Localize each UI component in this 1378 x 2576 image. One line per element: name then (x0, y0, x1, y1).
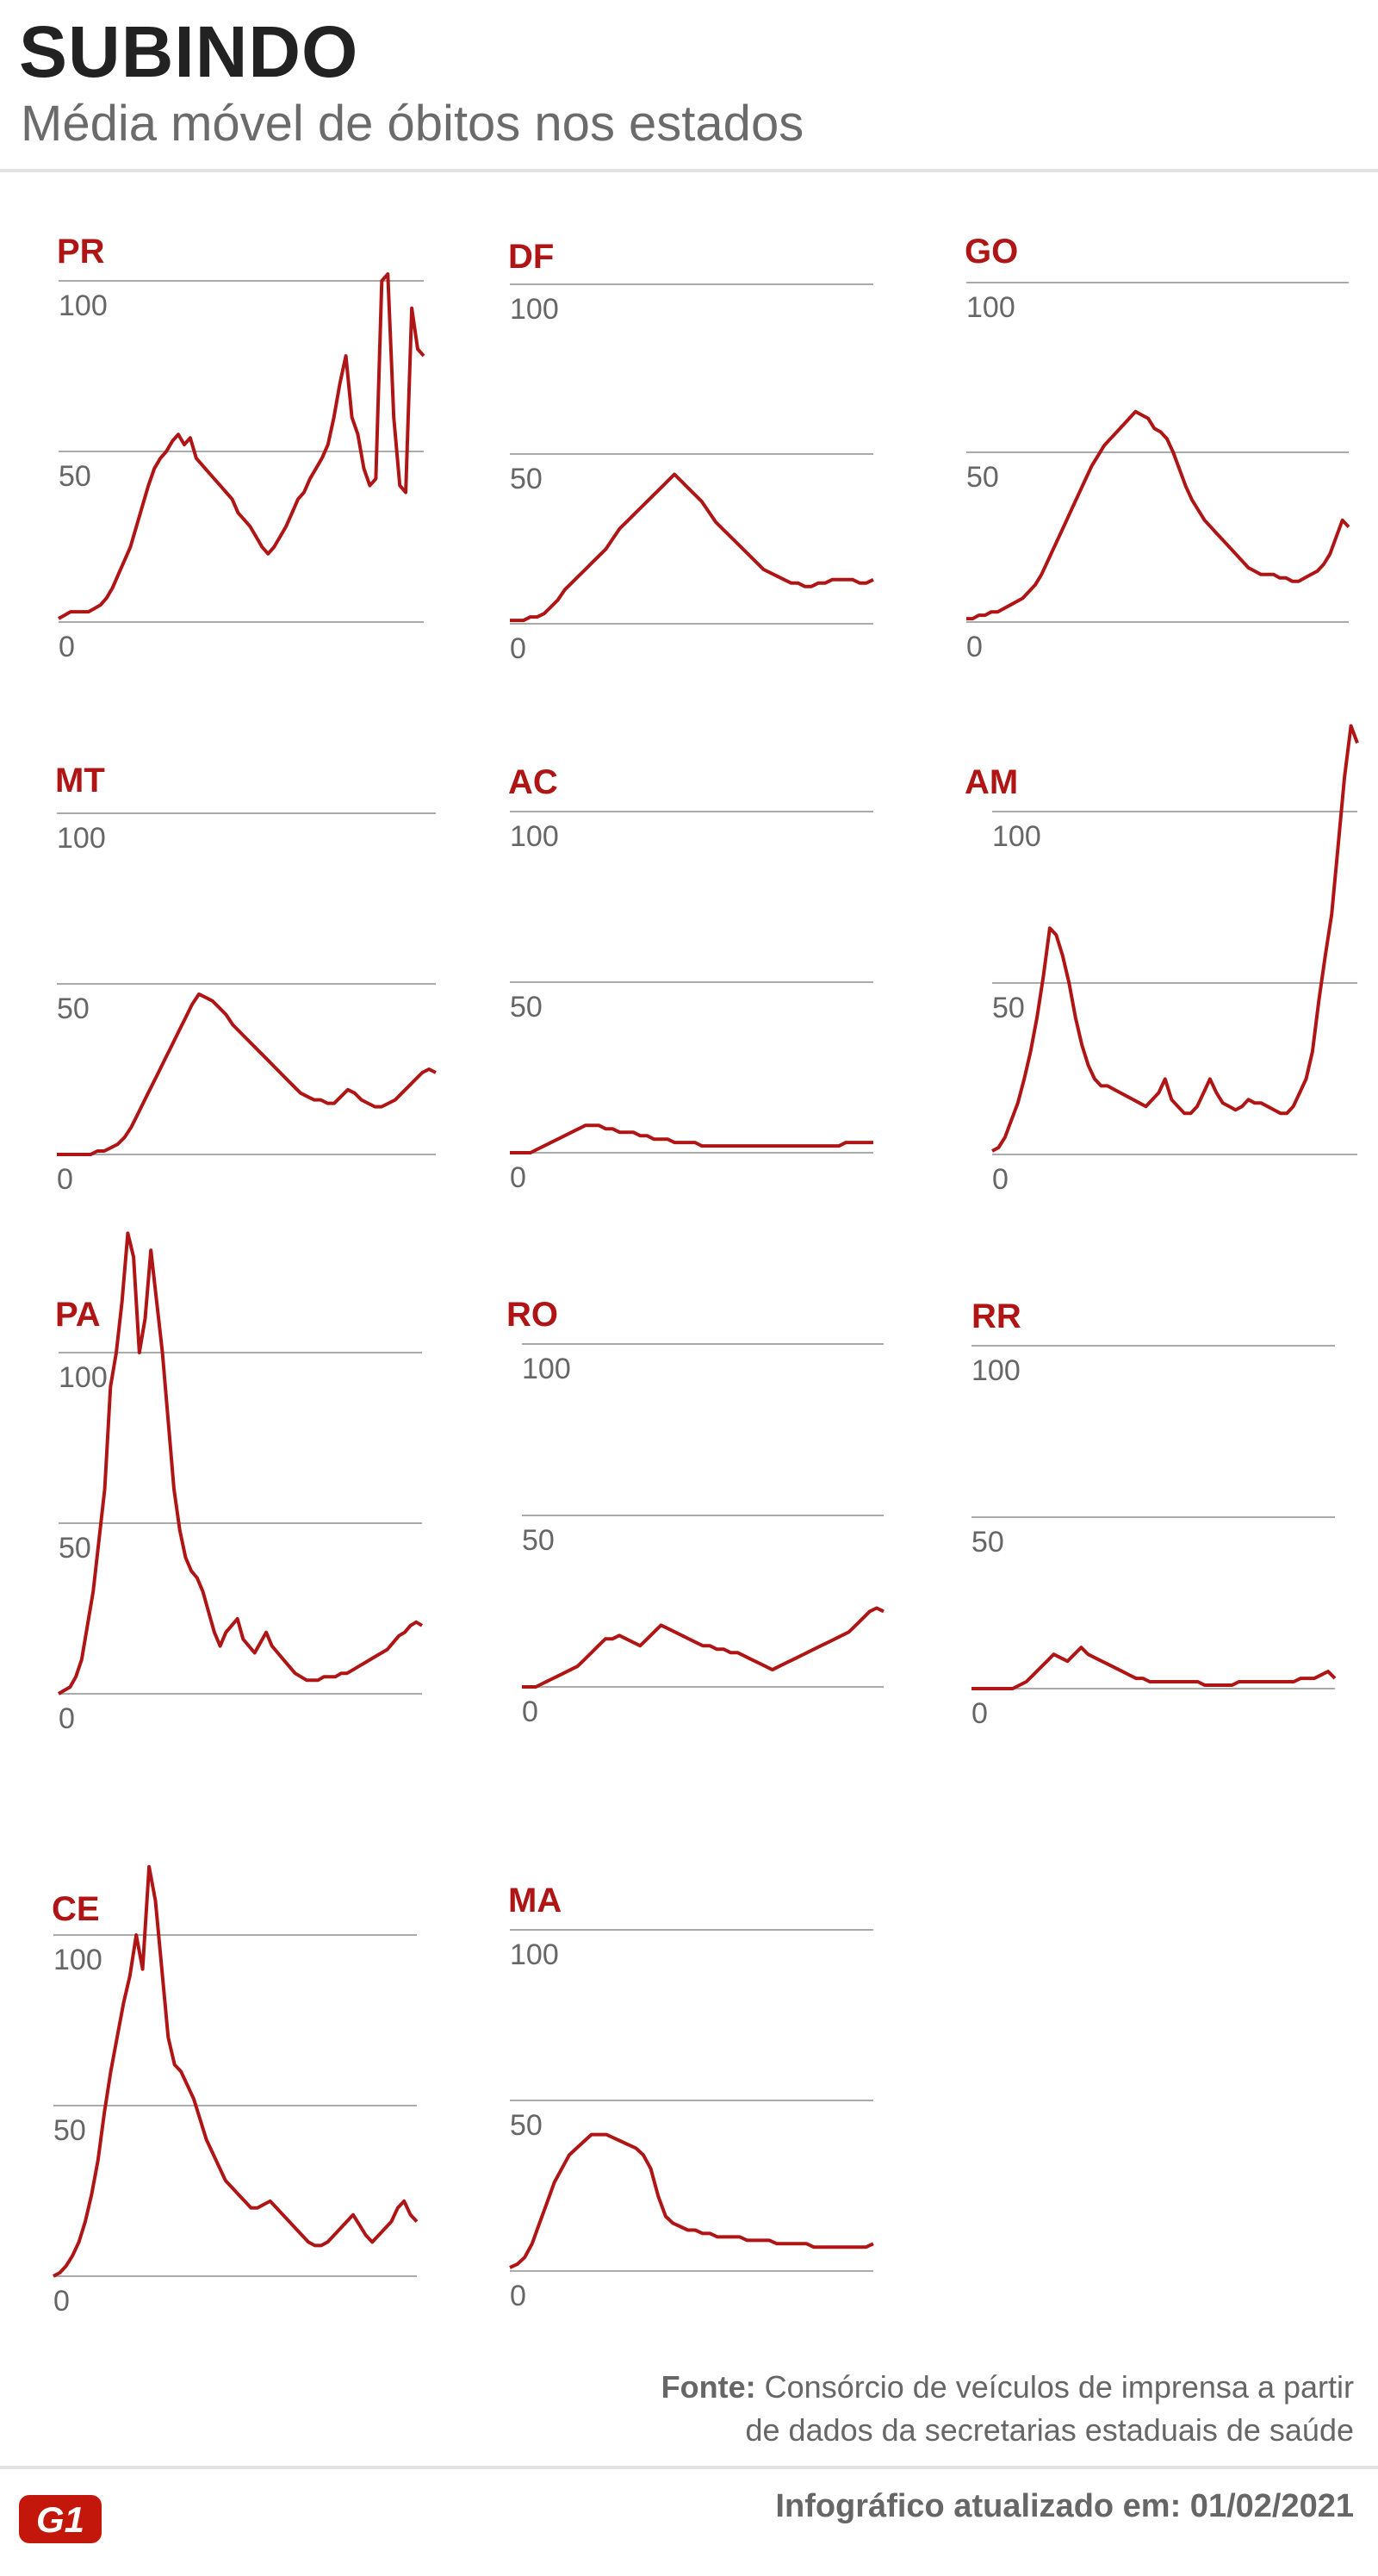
ac-series-line (510, 1123, 873, 1154)
ma-y-tick-0: 0 (510, 2280, 526, 2312)
df-y-tick-0: 0 (510, 632, 526, 665)
rr-series-line (971, 1646, 1337, 1690)
pr-y-tick-100: 100 (59, 289, 108, 322)
source-line-1: Fonte: Consórcio de veículos de imprensa… (661, 2366, 1354, 2409)
pa-y-tick-0: 0 (59, 1702, 75, 1735)
chart-panel-ma: MA 0 50 100 (494, 1873, 942, 2390)
chart-title-rr: RR (971, 1297, 1021, 1335)
ma-y-tick-100: 100 (510, 1938, 559, 1971)
source-note: Fonte: Consórcio de veículos de imprensa… (661, 2366, 1354, 2452)
ma-y-tick-50: 50 (510, 2109, 543, 2142)
ce-y-tick-100: 100 (53, 1944, 102, 1976)
g1-logo: G1 (19, 2495, 102, 2543)
page-subtitle: Média móvel de óbitos nos estados (21, 96, 804, 152)
go-y-tick-0: 0 (966, 631, 983, 663)
ac-y-tick-50: 50 (510, 991, 543, 1024)
top-divider (0, 169, 1378, 172)
source-line-2: de dados da secretarias estaduais de saú… (745, 2412, 1354, 2448)
ac-y-tick-0: 0 (510, 1161, 526, 1194)
ac-y-tick-100: 100 (510, 820, 559, 853)
go-y-tick-50: 50 (966, 461, 999, 494)
chart-panel-mt: MT 0 50 100 (43, 753, 491, 1270)
chart-svg-mt: 0 50 100 (57, 812, 437, 1196)
ro-y-tick-50: 50 (522, 1524, 555, 1557)
chart-svg-ac: 0 50 100 (510, 811, 873, 1194)
chart-panel-df: DF 0 50 100 (494, 222, 942, 739)
am-y-tick-100: 100 (992, 820, 1041, 853)
page-title: SUBINDO (19, 11, 359, 92)
mt-y-tick-100: 100 (57, 822, 106, 855)
rr-y-tick-0: 0 (971, 1697, 988, 1730)
ce-y-tick-50: 50 (53, 2114, 86, 2147)
chart-panel-am: AM 0 50 100 (951, 724, 1378, 1270)
ma-series-line (509, 2132, 874, 2269)
ro-y-tick-100: 100 (522, 1353, 571, 1385)
df-y-tick-50: 50 (510, 463, 543, 495)
logo-text: G1 (36, 2499, 84, 2540)
chart-svg-go: 0 50 100 (966, 282, 1350, 663)
mt-y-tick-50: 50 (57, 992, 90, 1025)
chart-title-go: GO (965, 233, 1019, 271)
updated-date: Infográfico atualizado em: 01/02/2021 (775, 2488, 1354, 2524)
pa-y-tick-100: 100 (59, 1361, 108, 1394)
chart-title-df: DF (508, 238, 555, 276)
source-label: Fonte: (661, 2369, 756, 2405)
chart-panel-go: GO 0 50 100 (951, 222, 1378, 739)
chart-svg-df: 0 50 100 (510, 283, 874, 665)
pa-y-tick-50: 50 (59, 1532, 91, 1565)
mt-series-line (57, 992, 437, 1156)
pr-y-tick-0: 0 (59, 631, 75, 663)
chart-svg-rr: 0 50 100 (971, 1345, 1337, 1730)
chart-panel-pa: PA 0 50 100 (43, 1231, 491, 1804)
source-text-1: Consórcio de veículos de imprensa a part… (764, 2369, 1354, 2405)
pr-series-line (58, 272, 425, 620)
ro-series-line (522, 1606, 885, 1689)
chart-title-ro: RO (506, 1296, 558, 1334)
chart-panel-pr: PR 0 50 100 (43, 222, 491, 739)
pr-y-tick-50: 50 (59, 460, 91, 493)
chart-panel-rr: RR 0 50 100 (951, 1287, 1378, 1804)
chart-svg-pr: 0 50 100 (58, 272, 425, 663)
df-y-tick-100: 100 (510, 293, 559, 326)
ce-y-tick-0: 0 (53, 2285, 70, 2318)
rr-y-tick-50: 50 (971, 1526, 1004, 1559)
chart-title-ma: MA (508, 1882, 562, 1920)
chart-panel-ce: CE 0 50 100 (43, 1864, 491, 2390)
chart-svg-ro: 0 50 100 (522, 1343, 885, 1728)
pa-series-line (57, 1231, 424, 1696)
chart-title-ce: CE (52, 1890, 100, 1928)
chart-svg-pa: 0 50 100 (57, 1231, 424, 1735)
bottom-divider (0, 2466, 1378, 2469)
chart-svg-ma: 0 50 100 (509, 1929, 874, 2312)
go-series-line (966, 409, 1350, 621)
chart-title-pr: PR (57, 233, 105, 271)
rr-y-tick-100: 100 (971, 1354, 1021, 1387)
ro-y-tick-0: 0 (522, 1696, 538, 1728)
mt-y-tick-0: 0 (57, 1163, 73, 1196)
am-y-tick-0: 0 (992, 1163, 1009, 1196)
chart-title-pa: PA (55, 1296, 101, 1334)
go-y-tick-100: 100 (966, 291, 1015, 324)
df-series-line (510, 472, 874, 623)
chart-title-am: AM (965, 763, 1019, 801)
chart-panel-ac: AC 0 50 100 (494, 753, 942, 1270)
chart-title-ac: AC (508, 763, 558, 801)
chart-svg-am: 0 50 100 (991, 724, 1359, 1196)
chart-svg-ce: 0 50 100 (53, 1864, 419, 2318)
am-series-line (991, 724, 1359, 1153)
chart-title-mt: MT (55, 762, 105, 800)
ce-series-line (53, 1864, 419, 2278)
chart-panel-ro: RO 0 50 100 (494, 1287, 942, 1804)
am-y-tick-50: 50 (992, 992, 1025, 1024)
